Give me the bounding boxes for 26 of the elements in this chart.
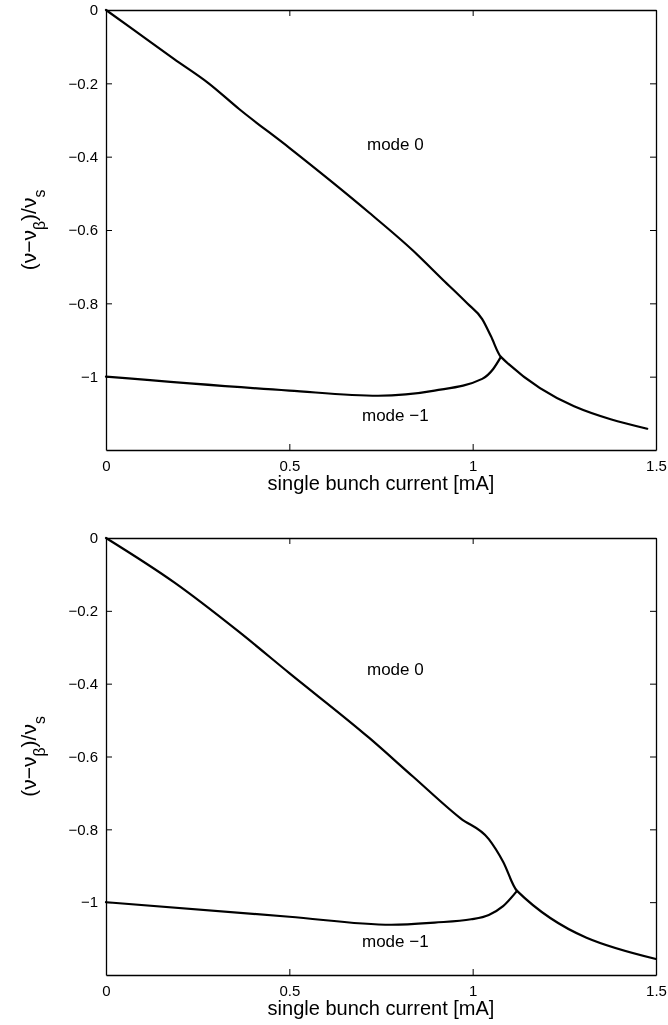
text: mode 0	[366, 660, 424, 680]
y-tick-label: −0.8	[68, 294, 98, 312]
x-tick-label: 1	[468, 981, 478, 999]
x-tick-label: 0	[102, 981, 111, 999]
y-tick-label: −0.4	[68, 674, 98, 692]
series-label: mode −1	[362, 932, 429, 952]
y-tick-label: −0.6	[68, 747, 98, 765]
x-tick-label: 0.5	[279, 456, 301, 474]
y-tick-label: −0.8	[68, 820, 98, 838]
x-axis-title: single bunch current [mA]	[267, 472, 495, 494]
y-tick-label: −0.6	[68, 221, 98, 239]
y-tick-label: −0.2	[68, 602, 98, 620]
y-tick-label: 0	[89, 529, 98, 547]
y-tick-label: −1	[80, 367, 98, 385]
x-tick-label: 1.5	[646, 981, 667, 999]
y-tick-label: −1	[80, 893, 98, 911]
y-tick-label: −0.4	[68, 147, 98, 165]
x-tick-label: 1	[468, 456, 478, 474]
text: mode 0	[366, 135, 424, 155]
x-tick-label: 0.5	[279, 981, 301, 999]
y-tick-label: −0.2	[68, 74, 98, 92]
x-tick-label: 0	[102, 456, 111, 474]
y-tick-label: 0	[89, 1, 98, 19]
x-tick-label: 1.5	[646, 456, 667, 474]
series-label: mode −1	[362, 406, 429, 426]
x-axis-title: single bunch current [mA]	[267, 997, 495, 1019]
